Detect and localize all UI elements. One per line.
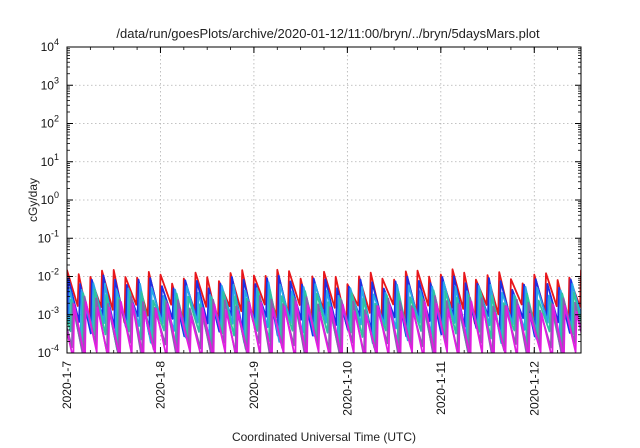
series-line bbox=[67, 300, 581, 353]
y-tick-label: 102 bbox=[41, 114, 59, 131]
y-axis-ticks: 10-4 10-3 10-2 10-1 100 101 102 103 104 bbox=[38, 37, 581, 360]
x-tick-label: 2020-1-7 bbox=[60, 361, 74, 409]
x-tick-label: 2020-1-11 bbox=[434, 361, 448, 415]
series-line bbox=[67, 288, 581, 352]
chart-title: /data/run/goesPlots/archive/2020-01-12/1… bbox=[116, 26, 540, 41]
x-tick-label: 2020-1-8 bbox=[153, 361, 167, 409]
series-layer bbox=[67, 268, 581, 353]
series-line bbox=[67, 295, 581, 353]
x-axis-ticks: 2020-1-7 2020-1-8 2020-1-9 2020-1-10 2020-1-… bbox=[60, 47, 582, 416]
y-tick-label: 104 bbox=[41, 37, 59, 54]
grid bbox=[67, 47, 581, 353]
y-axis-label: cGy/day bbox=[26, 178, 40, 222]
y-tick-label: 10-4 bbox=[38, 343, 59, 360]
series-line bbox=[67, 274, 581, 338]
y-tick-label: 103 bbox=[41, 75, 59, 92]
x-axis-label: Coordinated Universal Time (UTC) bbox=[232, 430, 416, 444]
y-tick-label: 10-2 bbox=[38, 267, 59, 284]
x-tick-label: 2020-1-10 bbox=[340, 361, 354, 416]
x-tick-label: 2020-1-9 bbox=[247, 361, 261, 409]
y-tick-label: 101 bbox=[41, 152, 59, 169]
y-tick-label: 100 bbox=[41, 190, 59, 207]
y-tick-label: 10-3 bbox=[38, 305, 59, 322]
x-tick-label: 2020-1-12 bbox=[527, 361, 541, 416]
y-tick-label: 10-1 bbox=[38, 228, 59, 245]
series-line bbox=[67, 268, 581, 326]
